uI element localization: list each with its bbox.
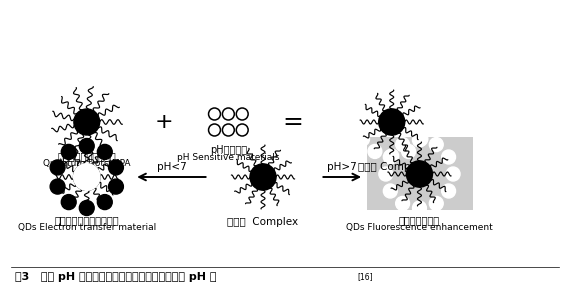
Circle shape	[429, 196, 443, 211]
Circle shape	[442, 150, 455, 164]
Circle shape	[402, 144, 415, 158]
Circle shape	[402, 86, 415, 99]
Circle shape	[239, 140, 253, 154]
Circle shape	[239, 200, 253, 214]
Circle shape	[290, 170, 303, 184]
Circle shape	[74, 109, 99, 135]
Circle shape	[61, 195, 76, 210]
Circle shape	[384, 184, 397, 198]
Circle shape	[61, 144, 76, 159]
Text: QDs Fluorescence enhancement: QDs Fluorescence enhancement	[346, 223, 493, 232]
Text: Quantum Dots-MPA: Quantum Dots-MPA	[43, 159, 131, 168]
Circle shape	[79, 200, 94, 216]
Text: 图3   使用 pH 敏感恶嗪染料配基修饰的量子点检测 pH 值: 图3 使用 pH 敏感恶嗪染料配基修饰的量子点检测 pH 值	[15, 272, 217, 282]
Circle shape	[79, 138, 94, 154]
Circle shape	[50, 179, 65, 194]
Circle shape	[385, 81, 399, 95]
Circle shape	[379, 167, 393, 181]
Circle shape	[396, 196, 410, 211]
Text: 量子点荧光增强: 量子点荧光增强	[399, 215, 440, 225]
Circle shape	[446, 167, 460, 181]
Text: 电子从量子点转移至材料: 电子从量子点转移至材料	[54, 215, 119, 225]
Circle shape	[74, 164, 99, 190]
Circle shape	[227, 153, 241, 167]
Text: pH>7: pH>7	[327, 162, 357, 172]
Circle shape	[223, 170, 236, 184]
Circle shape	[273, 140, 287, 154]
Circle shape	[273, 200, 287, 214]
Circle shape	[50, 160, 65, 175]
Circle shape	[97, 195, 112, 210]
Text: +: +	[155, 112, 173, 132]
Circle shape	[285, 153, 299, 167]
Circle shape	[414, 98, 428, 112]
Circle shape	[385, 149, 399, 163]
Circle shape	[227, 187, 241, 201]
Circle shape	[351, 115, 365, 129]
Circle shape	[442, 184, 455, 198]
Text: 复合物 Complex: 复合物 Complex	[358, 162, 425, 172]
Text: pH Sensitive materials: pH Sensitive materials	[177, 153, 280, 162]
Circle shape	[355, 132, 370, 146]
Text: 复合物  Complex: 复合物 Complex	[228, 217, 298, 227]
Circle shape	[407, 161, 432, 187]
Circle shape	[414, 132, 428, 146]
Circle shape	[412, 201, 427, 215]
Circle shape	[285, 187, 299, 201]
Bar	[367, 137, 473, 210]
Text: =: =	[282, 110, 303, 134]
Circle shape	[384, 150, 397, 164]
Circle shape	[419, 115, 432, 129]
Circle shape	[368, 144, 382, 158]
Circle shape	[108, 179, 123, 194]
Circle shape	[256, 136, 270, 150]
Circle shape	[256, 204, 270, 218]
Text: [16]: [16]	[357, 272, 373, 281]
Text: pH<7: pH<7	[157, 162, 187, 172]
Circle shape	[368, 86, 382, 99]
Circle shape	[396, 138, 410, 151]
Circle shape	[412, 133, 427, 147]
Circle shape	[355, 98, 370, 112]
Circle shape	[250, 164, 276, 190]
Text: 巯基丙酸修饰的量子点: 巯基丙酸修饰的量子点	[58, 151, 116, 161]
Circle shape	[429, 138, 443, 151]
Text: pH敏感材料: pH敏感材料	[210, 145, 247, 155]
Text: QDs Electron transfer material: QDs Electron transfer material	[18, 223, 156, 232]
Circle shape	[108, 160, 123, 175]
Circle shape	[97, 144, 112, 159]
Circle shape	[379, 109, 405, 135]
